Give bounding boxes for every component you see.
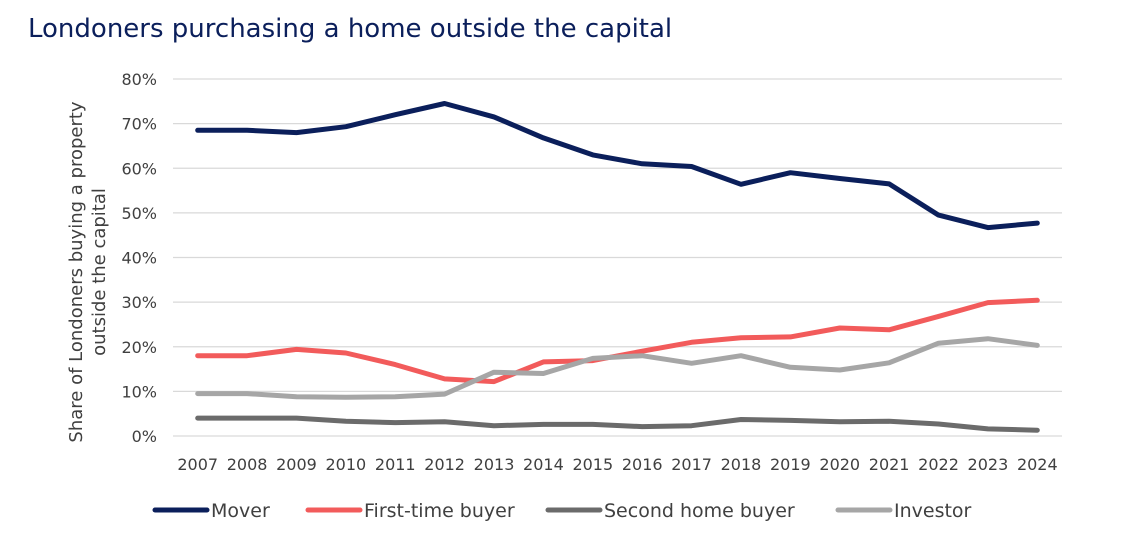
- y-tick-label: 70%: [121, 115, 157, 134]
- legend-label: Mover: [211, 500, 270, 522]
- x-tick-label: 2011: [375, 455, 416, 474]
- x-tick-label: 2015: [572, 455, 613, 474]
- x-tick-label: 2018: [721, 455, 762, 474]
- x-tick-label: 2021: [869, 455, 910, 474]
- y-axis-label-line2: outside the capital: [89, 188, 110, 356]
- legend-label: Investor: [894, 500, 972, 522]
- x-tick-label: 2016: [622, 455, 663, 474]
- y-tick-label: 40%: [121, 249, 157, 268]
- x-tick-label: 2020: [819, 455, 860, 474]
- y-tick-label: 60%: [121, 159, 157, 178]
- x-tick-label: 2023: [968, 455, 1009, 474]
- y-tick-label: 10%: [121, 382, 157, 401]
- gridlines: [173, 78, 1062, 437]
- x-tick-label: 2017: [671, 455, 712, 474]
- x-tick-label: 2014: [523, 455, 564, 474]
- series-line-first-time-buyer: [195, 297, 1040, 385]
- y-tick-label: 50%: [121, 204, 157, 223]
- series-lines: [195, 101, 1040, 433]
- x-tick-label: 2008: [227, 455, 268, 474]
- y-tick-label: 0%: [132, 427, 157, 446]
- y-tick-label: 80%: [121, 70, 157, 89]
- y-tick-label: 30%: [121, 293, 157, 312]
- x-tick-label: 2022: [918, 455, 959, 474]
- legend: Mover First-time buyer Second home buyer In…: [152, 500, 972, 522]
- series-line-second-home-buyer: [195, 415, 1040, 433]
- x-tick-label: 2013: [474, 455, 515, 474]
- x-tick-label: 2010: [326, 455, 367, 474]
- legend-label: First-time buyer: [364, 500, 515, 522]
- y-tick-label: 20%: [121, 338, 157, 357]
- x-tick-label: 2007: [177, 455, 218, 474]
- legend-label: Second home buyer: [604, 500, 795, 522]
- x-tick-label: 2009: [276, 455, 317, 474]
- x-tick-labels: 2007 2008 2009 2010 2011 2012 2013 2014 2015 2016…: [177, 455, 1057, 474]
- series-line-investor: [195, 336, 1040, 400]
- series-line-mover: [195, 101, 1040, 231]
- y-axis-label-line1: Share of Londoners buying a property: [66, 101, 87, 442]
- x-tick-label: 2019: [770, 455, 811, 474]
- x-tick-label: 2012: [424, 455, 465, 474]
- chart-title: Londoners purchasing a home outside the …: [28, 14, 673, 44]
- x-tick-label: 2024: [1017, 455, 1058, 474]
- y-tick-labels: 0% 10% 20% 30% 40% 50% 60% 70% 80%: [121, 70, 157, 446]
